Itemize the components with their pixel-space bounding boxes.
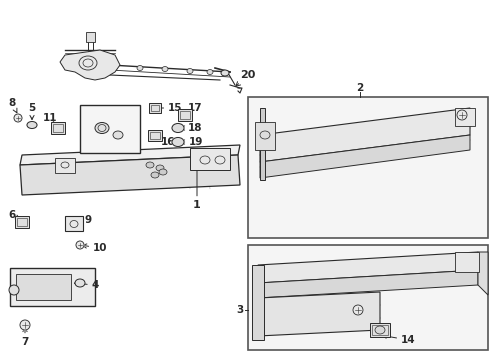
Ellipse shape <box>113 131 123 139</box>
Bar <box>455 108 475 126</box>
Polygon shape <box>20 145 240 165</box>
Ellipse shape <box>221 70 229 76</box>
Polygon shape <box>258 292 380 336</box>
Bar <box>10 268 95 306</box>
Bar <box>16 274 71 300</box>
Text: 8: 8 <box>8 98 17 113</box>
Polygon shape <box>60 50 120 80</box>
Text: 9: 9 <box>76 215 92 225</box>
Text: 13: 13 <box>121 110 135 120</box>
Text: 6: 6 <box>8 210 20 220</box>
Bar <box>51 122 65 134</box>
Text: 3: 3 <box>236 305 244 315</box>
Bar <box>252 265 264 340</box>
Text: 4: 4 <box>74 280 98 290</box>
Bar <box>148 130 162 140</box>
Ellipse shape <box>95 122 109 134</box>
Text: 10: 10 <box>82 243 107 253</box>
Bar <box>53 124 63 132</box>
Text: 11: 11 <box>43 113 57 123</box>
Bar <box>65 216 83 231</box>
Bar <box>150 131 160 139</box>
Polygon shape <box>260 108 265 180</box>
Ellipse shape <box>207 69 213 75</box>
Ellipse shape <box>75 279 85 287</box>
Polygon shape <box>20 155 240 195</box>
Bar <box>248 97 488 238</box>
Text: 7: 7 <box>21 328 29 347</box>
Polygon shape <box>258 252 478 283</box>
Text: 20: 20 <box>236 70 256 86</box>
Bar <box>255 122 275 150</box>
Bar <box>372 325 388 335</box>
Bar <box>180 111 190 119</box>
Bar <box>455 252 479 272</box>
Polygon shape <box>258 270 478 298</box>
Text: 1: 1 <box>193 162 201 210</box>
Ellipse shape <box>151 172 159 178</box>
Circle shape <box>457 110 467 120</box>
Text: 14: 14 <box>382 334 416 345</box>
Ellipse shape <box>172 123 184 132</box>
Ellipse shape <box>162 67 168 72</box>
Polygon shape <box>260 135 470 178</box>
Circle shape <box>76 241 84 249</box>
Circle shape <box>353 305 363 315</box>
Bar <box>86 32 95 42</box>
Text: 18: 18 <box>180 123 202 133</box>
Ellipse shape <box>375 326 385 334</box>
Bar <box>248 245 488 350</box>
Circle shape <box>20 320 30 330</box>
Ellipse shape <box>187 68 193 73</box>
Ellipse shape <box>146 162 154 168</box>
Bar <box>151 105 159 111</box>
Bar <box>178 109 192 121</box>
Ellipse shape <box>159 169 167 175</box>
Ellipse shape <box>9 285 19 295</box>
Polygon shape <box>260 108 470 162</box>
Text: 2: 2 <box>356 83 364 93</box>
Bar <box>15 216 29 228</box>
Text: 15: 15 <box>157 103 182 113</box>
Text: 19: 19 <box>180 137 203 147</box>
Text: 17: 17 <box>188 103 202 113</box>
Ellipse shape <box>156 165 164 171</box>
Bar <box>149 103 161 113</box>
Circle shape <box>14 114 22 122</box>
Bar <box>17 218 27 226</box>
Ellipse shape <box>27 122 37 129</box>
Ellipse shape <box>260 131 270 139</box>
Polygon shape <box>478 252 488 295</box>
Ellipse shape <box>172 138 184 147</box>
Bar <box>55 158 75 173</box>
Text: 16: 16 <box>161 137 175 147</box>
Bar <box>370 323 390 337</box>
Bar <box>190 148 230 170</box>
Text: 12: 12 <box>81 105 95 115</box>
Ellipse shape <box>137 66 143 71</box>
Bar <box>80 105 140 153</box>
Text: 5: 5 <box>28 103 36 120</box>
